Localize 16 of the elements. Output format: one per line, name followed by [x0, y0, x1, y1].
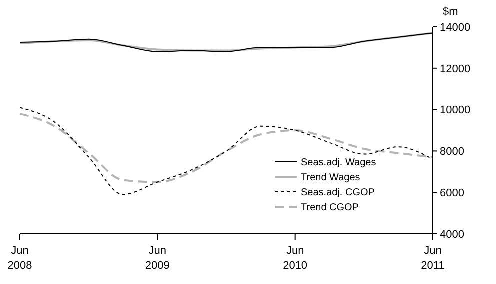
y-tick-label: 14000 — [440, 22, 471, 34]
legend-label: Trend CGOP — [301, 202, 360, 214]
y-tick-label: 12000 — [440, 63, 471, 76]
x-tick-label: Jun 2010 — [283, 245, 308, 272]
legend-label: Trend Wages — [301, 172, 360, 184]
legend-label: Seas.adj. CGOP — [301, 188, 376, 198]
x-tick-label: Jun 2008 — [8, 245, 32, 272]
y-tick-label: 10000 — [440, 104, 471, 117]
y-tick-label: 8000 — [440, 146, 464, 158]
y-axis-title: $m — [443, 6, 458, 18]
x-tick-label: Jun 2011 — [421, 245, 445, 272]
line-series — [19, 112, 434, 184]
x-tick-label: Jun 2009 — [145, 245, 170, 272]
y-tick-label: 6000 — [440, 187, 464, 200]
legend-label: Seas.adj. Wages — [301, 158, 376, 168]
y-tick-label: 4000 — [440, 228, 464, 241]
